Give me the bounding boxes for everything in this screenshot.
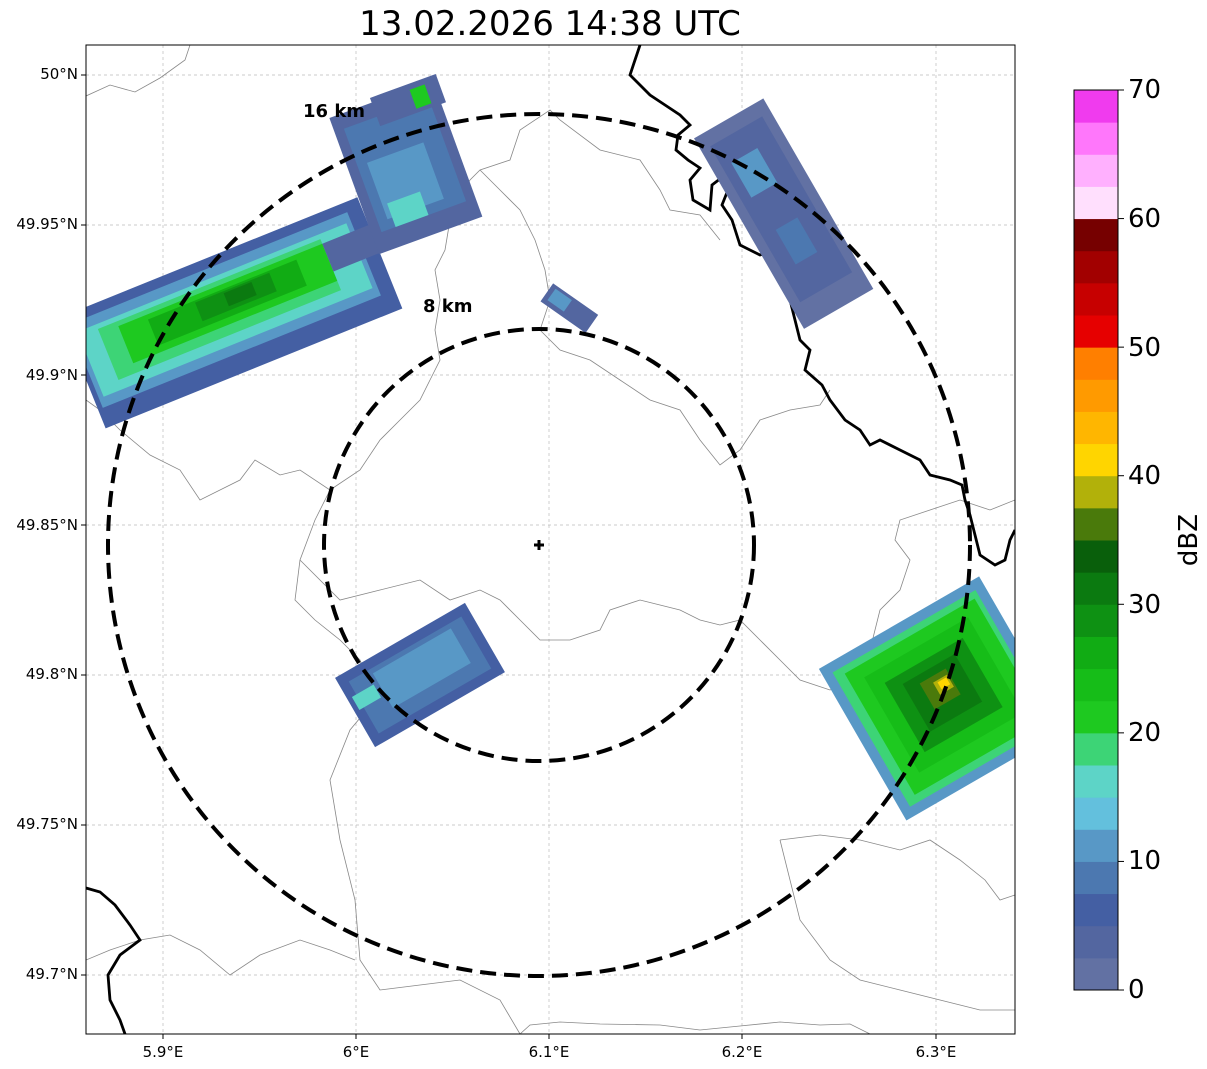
colorbar-segment	[1074, 507, 1118, 541]
colorbar-segment	[1074, 700, 1118, 734]
echo-northeast-cell	[694, 98, 874, 329]
echo-southwest-cell	[335, 602, 505, 748]
lon-tick-label: 6.1°E	[528, 1043, 570, 1061]
colorbar-tick-label: 10	[1128, 846, 1162, 876]
lat-tick-label: 49.8°N	[25, 665, 78, 683]
colorbar-segment	[1074, 122, 1118, 155]
colorbar-segment	[1074, 154, 1118, 187]
lat-tick-label: 49.75°N	[16, 815, 78, 833]
colorbar-segment	[1074, 250, 1118, 284]
colorbar-segment	[1074, 90, 1118, 123]
colorbar-segment	[1074, 797, 1118, 830]
map-frame	[85, 44, 1016, 1035]
lat-tick-label: 50°N	[40, 65, 78, 83]
colorbar-segment	[1074, 186, 1118, 220]
colorbar-segment	[1074, 218, 1118, 252]
range-ring-8km	[322, 327, 756, 763]
range-rings	[106, 112, 972, 978]
colorbar-segment	[1074, 957, 1118, 991]
colorbar-segment	[1074, 604, 1118, 637]
colorbar-tick-label: 20	[1128, 718, 1162, 748]
colorbar-segment	[1074, 315, 1118, 348]
ring-label-16km: 16 km	[303, 101, 365, 122]
colorbar-tick-label: 30	[1128, 590, 1162, 620]
plot-title: 13.02.2026 14:38 UTC	[359, 4, 741, 44]
colorbar-segment	[1074, 347, 1118, 380]
colorbar-segment	[1074, 475, 1118, 509]
lat-tick-label: 49.95°N	[16, 215, 78, 233]
colorbar-segment	[1074, 572, 1118, 605]
lat-tick-label: 49.7°N	[25, 965, 78, 983]
colorbar-tick-label: 60	[1128, 204, 1162, 234]
colorbar-label: dBZ	[1174, 513, 1205, 567]
lat-tick-label: 49.85°N	[16, 516, 78, 534]
colorbar-segment	[1074, 893, 1118, 927]
ring-label-8km: 8 km	[423, 296, 473, 317]
colorbar-segment	[1074, 861, 1118, 895]
range-ring-16km	[106, 112, 972, 978]
colorbar-segment	[1074, 732, 1118, 766]
lon-tick-label: 6.2°E	[721, 1043, 763, 1061]
colorbar-segment	[1074, 765, 1118, 798]
echo-small-central-cell	[540, 283, 599, 333]
colorbar-segment	[1074, 379, 1118, 412]
lon-tick-label: 6.3°E	[915, 1043, 957, 1061]
colorbar-segment	[1074, 829, 1118, 862]
colorbar-tick-label: 70	[1128, 75, 1162, 105]
colorbar-segment	[1074, 443, 1118, 477]
colorbar	[1073, 89, 1124, 991]
colorbar-segment	[1074, 668, 1118, 702]
colorbar-tick-label: 0	[1128, 975, 1145, 1005]
radar-site-marker	[534, 540, 544, 550]
lon-tick-label: 6°E	[342, 1043, 370, 1061]
admin-borders	[86, 45, 1015, 1034]
colorbar-segment	[1074, 540, 1118, 573]
colorbar-segment	[1074, 411, 1118, 445]
colorbar-tick-label: 40	[1128, 461, 1162, 491]
lon-tick-label: 5.9°E	[142, 1043, 184, 1061]
lat-tick-label: 49.9°N	[25, 366, 78, 384]
colorbar-frame	[1073, 89, 1119, 991]
colorbar-segment	[1074, 925, 1118, 959]
colorbar-segment	[1074, 282, 1118, 316]
colorbar-tick-label: 50	[1128, 333, 1162, 363]
colorbar-segment	[1074, 636, 1118, 670]
